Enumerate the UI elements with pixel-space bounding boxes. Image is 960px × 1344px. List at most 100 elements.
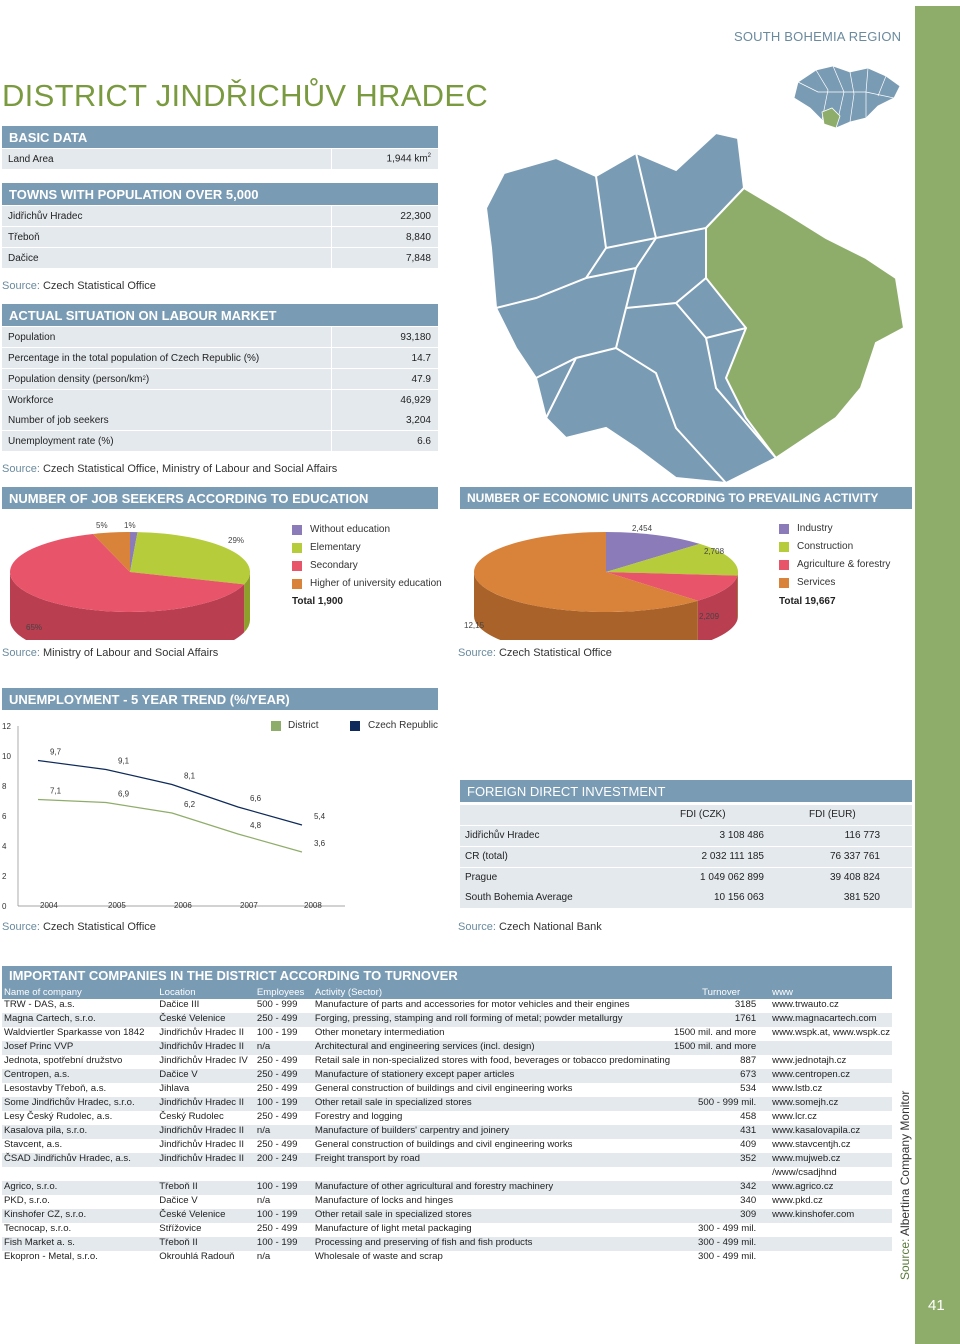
- legend-industry: Industry: [797, 523, 833, 534]
- fdi-header: FOREIGN DIRECT INVESTMENT: [460, 780, 912, 802]
- fdi-row: Jidřichův Hradec 3 108 486 116 773: [460, 826, 912, 846]
- company-turnover: 340: [740, 1195, 757, 1206]
- company-www[interactable]: www.stavcentjh.cz: [772, 1139, 851, 1150]
- fdi-source: Source: Czech National Bank: [458, 921, 602, 933]
- legend-agriculture: Agriculture & forestry: [797, 559, 891, 570]
- company-www[interactable]: [770, 1251, 892, 1265]
- slice-label-services: 12,15: [464, 621, 485, 630]
- data-label: 6,9: [118, 790, 130, 799]
- pie-slice-side: [737, 572, 738, 620]
- company-activity: Freight transport by road: [312, 1153, 673, 1167]
- town-name: Jidřichův Hradec: [2, 206, 332, 226]
- fdi-col-czk: FDI (CZK): [680, 809, 726, 820]
- fdi-eur: 116 773: [844, 830, 880, 841]
- company-www[interactable]: www.kinshofer.com: [770, 1209, 892, 1223]
- company-www[interactable]: www.lstb.cz: [772, 1083, 823, 1094]
- data-label: 5,4: [314, 812, 326, 821]
- town-population: 22,300: [400, 210, 431, 222]
- labour-value: 93,180: [400, 331, 431, 343]
- series-line-district: [37, 798, 303, 853]
- legend-swatch: [271, 721, 281, 731]
- companies-table: Name of company Location Employees Activ…: [2, 985, 892, 1265]
- towns-source: Source: Czech Statistical Office: [2, 280, 156, 292]
- slice-label-higher: 5%: [96, 521, 108, 530]
- data-label: 6,2: [184, 800, 196, 809]
- company-row: Ekopron - Metal, s.r.o. Okrouhlá Radouň n/…: [2, 1251, 892, 1265]
- company-www[interactable]: www.jednotajh.cz: [772, 1055, 847, 1066]
- company-www[interactable]: [770, 1237, 892, 1251]
- company-row: Waldviertler Sparkasse von 1842 Jindřichů…: [2, 1027, 892, 1041]
- slice-label-construction: 2,708: [704, 547, 725, 556]
- legend-construction: Construction: [797, 541, 854, 552]
- trend-line-chart: 0 2 4 6 8 10 12 2004 2005 2006 2007 2008 7,1 6,9 6,2 4,…: [2, 722, 345, 911]
- company-activity: Forestry and logging: [314, 1111, 403, 1122]
- page-title: DISTRICT JINDŘICHŮV HRADEC: [2, 78, 489, 113]
- company-name: PKD, s.r.o.: [4, 1195, 50, 1206]
- company-employees: 250 - 499: [254, 1013, 313, 1027]
- company-www[interactable]: www.wspk.at, www.wspk.cz: [772, 1027, 890, 1038]
- economic-units-source: Source: Czech Statistical Office: [458, 647, 612, 659]
- company-www[interactable]: www.agrico.cz: [770, 1181, 892, 1195]
- company-activity: Manufacture of light metal packaging: [314, 1223, 472, 1234]
- company-name: Tecnocap, s.r.o.: [4, 1223, 72, 1234]
- company-www[interactable]: www.magnacartech.com: [770, 1013, 892, 1027]
- company-www[interactable]: www.mujweb.cz: [770, 1153, 892, 1167]
- legend-swatch: [779, 578, 789, 588]
- company-row: Kinshofer CZ, s.r.o. České Velenice 100 - …: [2, 1209, 892, 1223]
- company-name: Agrico, s.r.o.: [2, 1181, 158, 1195]
- company-www[interactable]: www.kasalovapila.cz: [770, 1125, 892, 1139]
- company-location: Jindřichův Hradec II: [159, 1139, 245, 1150]
- y-tick-label: 10: [2, 752, 11, 761]
- company-www[interactable]: www.trwauto.cz: [772, 999, 839, 1010]
- y-tick-label: 8: [2, 782, 7, 791]
- labour-header: ACTUAL SITUATION ON LABOUR MARKET: [2, 304, 438, 326]
- czech-mini-map: [793, 65, 901, 129]
- company-www[interactable]: www.centropen.cz: [770, 1069, 892, 1083]
- company-employees: 250 - 499: [256, 1139, 298, 1150]
- x-tick-label: 2007: [240, 901, 258, 910]
- labour-value: 14.7: [411, 352, 431, 364]
- company-turnover: 342: [672, 1181, 771, 1195]
- x-tick-label: 2004: [40, 901, 58, 910]
- pie-slice: [130, 532, 138, 572]
- company-www[interactable]: www.pkd.cz: [772, 1195, 823, 1206]
- company-www[interactable]: [770, 1223, 892, 1237]
- company-turnover: 409: [740, 1139, 757, 1150]
- company-location: Dačice V: [159, 1195, 198, 1206]
- company-www[interactable]: www.somejh.cz: [770, 1097, 892, 1111]
- company-employees: 250 - 499: [256, 1111, 298, 1122]
- x-tick-label: 2006: [174, 901, 192, 910]
- x-tick-label: 2005: [108, 901, 126, 910]
- company-www[interactable]: [770, 1041, 892, 1055]
- land-area-label: Land Area: [2, 149, 332, 169]
- data-label: 9,7: [50, 748, 62, 757]
- company-www[interactable]: /www/csadjhnd: [772, 1167, 837, 1178]
- labour-label: Number of job seekers: [2, 410, 332, 430]
- legend-swatch: [779, 542, 789, 552]
- company-name: Magna Cartech, s.r.o.: [2, 1013, 158, 1027]
- legend-secondary: Secondary: [310, 560, 358, 571]
- company-activity: Manufacture of other agricultural and fo…: [312, 1181, 673, 1195]
- pie-slice: [92, 532, 130, 572]
- col-location: Location: [157, 985, 255, 999]
- pie-slice-side: [474, 572, 698, 640]
- legend-swatch: [292, 525, 302, 535]
- company-location: Třeboň II: [157, 1181, 255, 1195]
- trend-source: Source: Czech Statistical Office: [2, 921, 156, 933]
- pie-slice: [474, 532, 698, 612]
- company-employees: 100 - 199: [254, 1237, 313, 1251]
- fdi-row: CR (total) 2 032 111 185 76 337 761: [460, 847, 912, 867]
- pie-slice: [130, 532, 250, 585]
- company-turnover: 431: [672, 1125, 771, 1139]
- company-turnover: 1500 mil. and more: [674, 1027, 757, 1038]
- company-employees: 250 - 499: [254, 1069, 313, 1083]
- slice-label-elementary: 29%: [228, 536, 245, 545]
- company-turnover: 300 - 499 mil.: [672, 1237, 771, 1251]
- company-activity: Wholesale of waste and scrap: [314, 1251, 443, 1262]
- companies-header: IMPORTANT COMPANIES IN THE DISTRICT ACCO…: [2, 966, 892, 985]
- company-www[interactable]: www.lcr.cz: [772, 1111, 817, 1122]
- labour-row: Percentage in the total population of Cz…: [2, 348, 438, 368]
- legend-swatch: [292, 561, 302, 571]
- company-location: Střížovice: [159, 1223, 202, 1234]
- company-employees: 500 - 999: [256, 999, 298, 1010]
